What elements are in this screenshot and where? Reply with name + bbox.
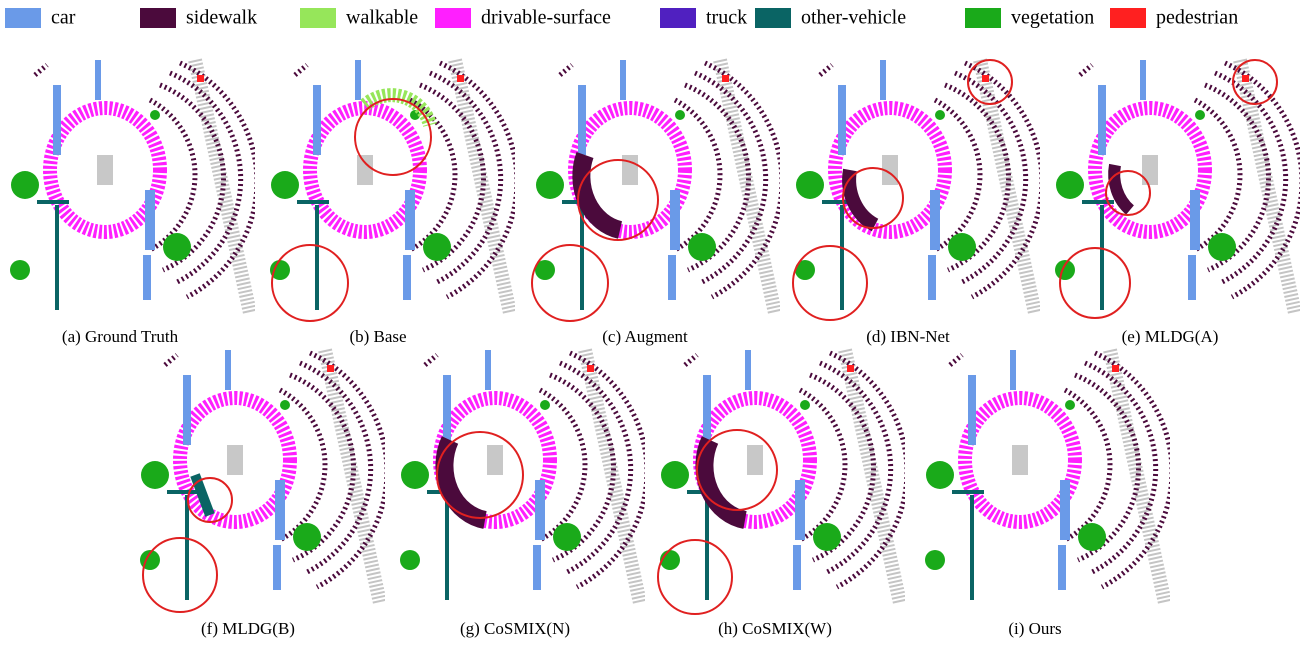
- caption: (i) Ours: [1008, 619, 1061, 638]
- legend-label: vegetation: [1011, 7, 1094, 29]
- panel-c: [532, 60, 782, 321]
- legend-label: walkable: [346, 7, 418, 29]
- caption: (d) IBN-Net: [866, 327, 950, 346]
- figure: car sidewalk walkable drivable-surface truck…: [0, 0, 1312, 643]
- legend-label: pedestrian: [1156, 7, 1238, 29]
- panel-d: [793, 60, 1042, 320]
- legend-label: drivable-surface: [481, 7, 611, 29]
- caption: (c) Augment: [602, 327, 688, 346]
- caption: (f) MLDG(B): [201, 619, 295, 638]
- panel-b: [270, 60, 517, 321]
- caption: (g) CoSMIX(N): [460, 619, 570, 638]
- legend-swatch: [140, 8, 176, 28]
- panel-h: [658, 350, 907, 614]
- legend-label: sidewalk: [186, 7, 257, 29]
- caption: (h) CoSMIX(W): [718, 619, 832, 638]
- panel-g: [400, 350, 647, 603]
- legend-label: other-vehicle: [801, 7, 906, 29]
- legend-label: car: [51, 7, 76, 29]
- legend: car sidewalk walkable drivable-surface truck…: [5, 7, 1238, 29]
- panel-e: [1055, 60, 1302, 318]
- caption: (a) Ground Truth: [62, 327, 179, 346]
- caption: (b) Base: [349, 327, 406, 346]
- legend-label: truck: [706, 7, 747, 29]
- caption: (e) MLDG(A): [1122, 327, 1219, 346]
- panel-a: [10, 60, 257, 313]
- panel-f: [140, 350, 387, 612]
- legend-swatch: [1110, 8, 1146, 28]
- legend-swatch: [755, 8, 791, 28]
- legend-swatch: [660, 8, 696, 28]
- panel-i: [925, 350, 1172, 603]
- legend-swatch: [5, 8, 41, 28]
- legend-swatch: [965, 8, 1001, 28]
- legend-swatch: [435, 8, 471, 28]
- legend-swatch: [300, 8, 336, 28]
